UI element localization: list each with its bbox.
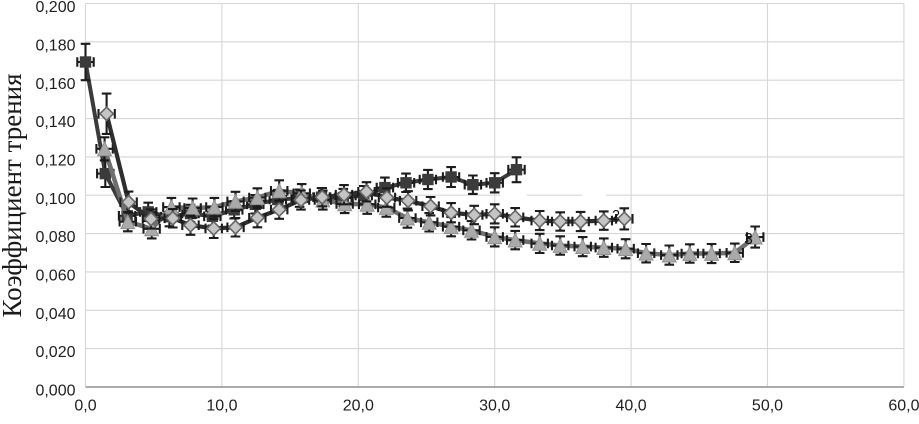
svg-text:0,140: 0,140 (35, 114, 75, 131)
svg-text:0,0: 0,0 (74, 398, 96, 415)
svg-text:30,0: 30,0 (479, 398, 510, 415)
svg-text:3: 3 (744, 231, 753, 248)
svg-text:Коэффициент трения: Коэффициент трения (0, 73, 27, 317)
svg-text:0,000: 0,000 (35, 383, 75, 400)
svg-text:0,200: 0,200 (35, 0, 75, 16)
svg-text:0,100: 0,100 (35, 191, 75, 208)
svg-text:0,120: 0,120 (35, 153, 75, 170)
svg-text:0,180: 0,180 (35, 37, 75, 54)
svg-text:50,0: 50,0 (752, 398, 783, 415)
svg-text:0,060: 0,060 (35, 268, 75, 285)
svg-text:60,0: 60,0 (888, 398, 919, 415)
svg-text:40,0: 40,0 (616, 398, 647, 415)
svg-text:0,080: 0,080 (35, 229, 75, 246)
svg-text:20,0: 20,0 (343, 398, 374, 415)
svg-text:0,040: 0,040 (35, 306, 75, 323)
svg-text:0,020: 0,020 (35, 344, 75, 361)
svg-text:2: 2 (612, 208, 620, 224)
svg-text:10,0: 10,0 (206, 398, 237, 415)
svg-text:0,160: 0,160 (35, 76, 75, 93)
